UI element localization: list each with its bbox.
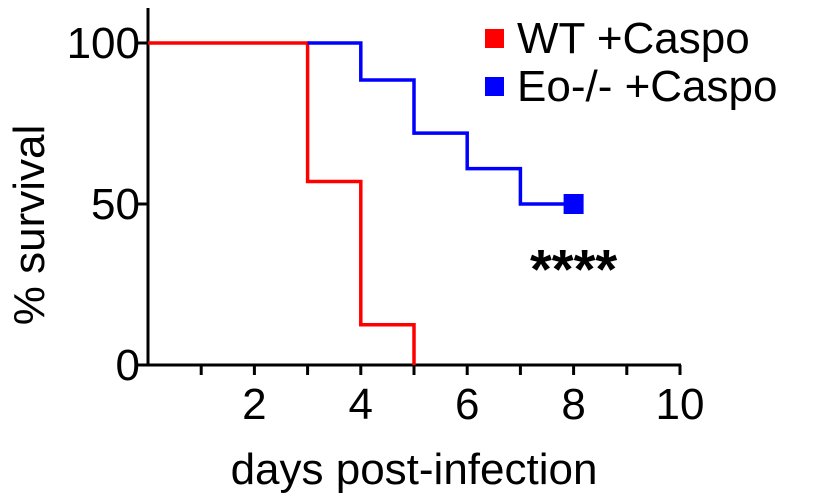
legend-swatch [485, 29, 504, 48]
series-line-eo-caspo [307, 41, 574, 206]
x-axis-title: days post-infection [231, 445, 598, 494]
y-tick-label: 100 [67, 19, 140, 68]
axes-layer [138, 8, 682, 375]
y-axis-title: % survival [5, 125, 54, 326]
significance-annotation: **** [530, 238, 617, 301]
x-tick-label: 2 [242, 380, 266, 429]
x-tick-label: 6 [455, 380, 479, 429]
x-tick-label: 4 [349, 380, 373, 429]
x-tick-label: 10 [656, 380, 705, 429]
legend-label: WT +Caspo [517, 14, 750, 63]
series-end-marker [563, 194, 584, 214]
labels-layer: 0 50 100 2 4 6 8 10 days post-infection % surviva… [5, 14, 777, 494]
legend-swatch [485, 77, 504, 96]
legend-label: Eo-/- +Caspo [517, 62, 777, 111]
series-layer [148, 41, 584, 365]
y-tick-label: 0 [116, 341, 140, 390]
x-tick-label: 8 [561, 380, 585, 429]
series-line-wt-caspo [148, 41, 416, 365]
y-tick-label: 50 [91, 180, 140, 229]
